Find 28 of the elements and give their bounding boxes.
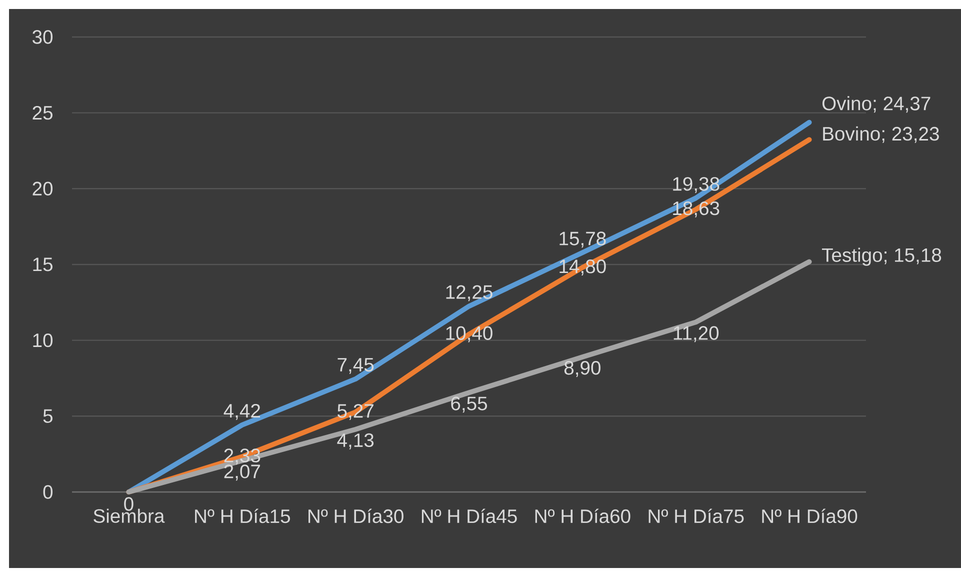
data-label: 2,07 [224, 464, 260, 481]
x-tick-label: Siembra [94, 508, 165, 523]
data-label: Testigo; 15,18 [822, 248, 942, 266]
data-label: 4,13 [337, 433, 374, 450]
x-tick-label: Nº H Día30 [308, 508, 404, 524]
y-tick-label: 10 [33, 333, 53, 348]
y-tick-label: 30 [32, 30, 53, 44]
data-label: 7,45 [338, 358, 374, 374]
x-tick-label: Nº H Día90 [762, 508, 858, 524]
y-tick-label: 0 [43, 485, 53, 499]
data-label: Bovino; 23,23 [823, 126, 939, 143]
y-tick-label: 15 [33, 258, 52, 272]
x-tick-label: Nº H Día75 [648, 508, 744, 524]
data-label: 15,78 [560, 232, 606, 248]
x-tick-label: Nº H Día15 [195, 508, 290, 524]
y-tick-label: 25 [32, 106, 52, 120]
data-label: Ovino; 24,37 [822, 96, 930, 113]
data-label: 0 [124, 497, 134, 511]
data-label: 8,90 [564, 361, 600, 377]
x-tick-label: Nº H Día45 [422, 508, 517, 524]
y-tick-label: 20 [32, 182, 53, 196]
data-label: 4,42 [224, 404, 260, 420]
data-label: 12,25 [446, 285, 492, 302]
data-label: 11,20 [674, 326, 719, 342]
data-label: 2,33 [224, 448, 260, 465]
x-tick-label: Nº H Día60 [535, 508, 630, 524]
y-tick-label: 5 [43, 409, 52, 423]
data-label: 6,55 [451, 396, 488, 413]
